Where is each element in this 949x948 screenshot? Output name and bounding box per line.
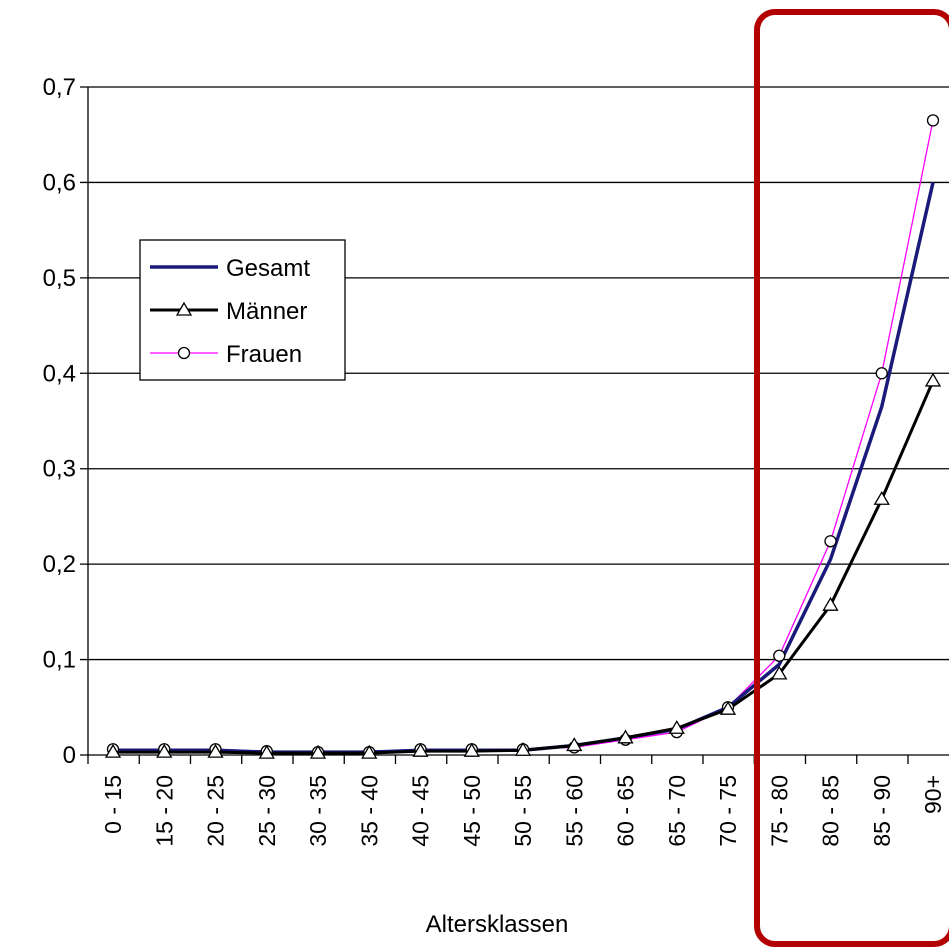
x-tick-label: 90+ [920,775,946,814]
x-tick-label: 75 - 80 [766,775,792,847]
highlight-box [754,9,949,947]
x-tick-label: 40 - 45 [408,775,434,847]
x-tick-label: 65 - 70 [664,775,690,847]
y-tick-label: 0,6 [43,169,76,196]
legend-marker [177,346,191,360]
x-axis: 0 - 15 15 - 20 20 - 25 25 - 30 30 - 35 35 - 4… [87,755,946,847]
legend-label: Frauen [226,341,302,368]
x-tick-label: 50 - 55 [510,775,536,847]
data-point-maenner [309,744,327,759]
y-tick-label: 0,2 [43,551,76,578]
data-point-maenner [156,743,173,758]
x-tick-label: 0 - 15 [100,775,126,834]
legend-label: Männer [226,298,307,325]
data-point-maenner [668,719,685,734]
data-point-maenner [771,665,788,680]
y-tick-label: 0,1 [43,647,76,674]
x-axis-title: Altersklassen [426,911,569,938]
data-point-frauen [926,114,940,127]
data-point-maenner [463,742,480,757]
legend-label: Gesamt [226,255,310,282]
legend: Gesamt Männer Frauen [139,239,346,381]
gridlines [80,86,949,756]
y-tick-label: 0,7 [43,74,76,101]
data-point-maenner [873,490,890,505]
x-tick-label: 15 - 20 [151,775,177,847]
x-tick-label: 25 - 30 [254,775,280,847]
x-tick-label: 80 - 85 [818,775,844,847]
series-line-frauen [113,120,934,753]
data-point-maenner [719,700,737,715]
data-point-frauen [824,535,837,548]
data-point-maenner [822,596,839,611]
data-point-maenner [617,729,634,744]
data-point-maenner [361,744,378,759]
data-point-frauen [773,649,786,662]
data-point-maenner [104,743,122,758]
series-line-männer [113,380,935,755]
y-axis-ticks: 0 0,1 0,2 0,3 0,4 0,5 0,6 0,7 [43,74,76,769]
legend-marker [175,301,193,316]
x-tick-label: 55 - 60 [561,775,587,847]
series-lines [104,114,942,759]
y-tick-label: 0,3 [43,456,76,483]
x-tick-label: 70 - 75 [715,775,741,847]
x-tick-label: 20 - 25 [203,775,229,847]
x-tick-label: 35 - 40 [356,775,382,847]
x-tick-label: 30 - 35 [305,775,331,847]
y-tick-label: 0 [63,742,76,769]
data-point-maenner [207,743,224,758]
data-point-maenner [258,744,275,759]
data-point-frauen [875,367,888,380]
data-point-maenner [412,742,429,757]
y-tick-label: 0,5 [43,265,76,292]
data-point-maenner [514,741,532,756]
x-tick-label: 45 - 50 [459,775,485,847]
x-tick-label: 85 - 90 [869,775,895,847]
data-point-maenner [566,737,583,752]
data-point-maenner [924,372,942,387]
x-tick-label: 60 - 65 [613,775,639,847]
y-tick-label: 0,4 [43,360,76,387]
